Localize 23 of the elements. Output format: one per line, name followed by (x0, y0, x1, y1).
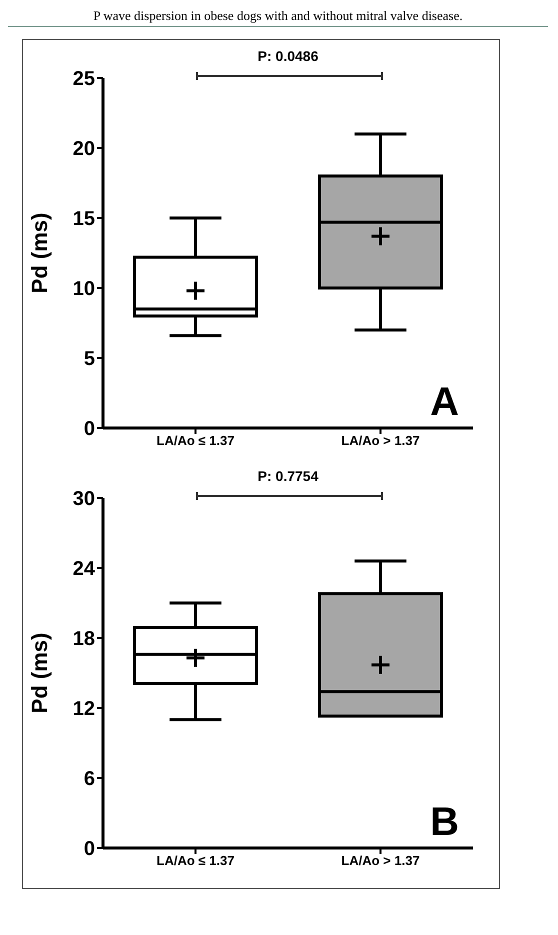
y-tick-label: 24 (72, 558, 96, 580)
y-tick-label: 6 (84, 768, 95, 790)
y-tick-label: 18 (72, 628, 95, 650)
x-tick-label: LA/Ao > 1.37 (341, 853, 420, 868)
y-tick-label: 15 (72, 208, 95, 230)
y-axis-title: Pd (ms) (26, 632, 52, 714)
y-tick-label: 20 (72, 138, 95, 160)
y-tick-label: 12 (72, 698, 95, 720)
annotation: A (430, 380, 459, 424)
y-tick-label: 25 (72, 68, 95, 90)
y-tick-label: 5 (84, 348, 95, 370)
y-tick-label: 0 (84, 838, 95, 860)
y-tick-label: 10 (72, 278, 95, 300)
y-axis-title: Pd (ms) (26, 212, 52, 294)
annotation: B (430, 800, 459, 844)
x-tick-label: LA/Ao ≤ 1.37 (156, 433, 234, 448)
chart-title: P wave dispersion in obese dogs with and without mitral valve disease. (8, 8, 548, 27)
x-tick-label: LA/Ao > 1.37 (341, 433, 420, 448)
y-tick-label: 0 (84, 418, 95, 440)
text: P: 0.0486 (256, 48, 320, 64)
x-tick-label: LA/Ao ≤ 1.37 (156, 853, 234, 868)
text: P: 0.7754 (256, 468, 320, 484)
y-tick-label: 30 (72, 488, 95, 510)
